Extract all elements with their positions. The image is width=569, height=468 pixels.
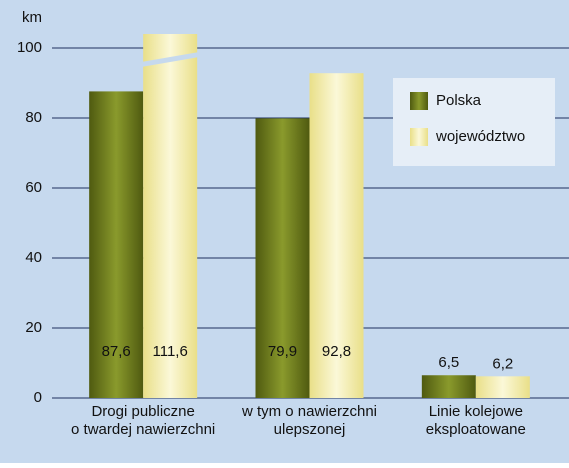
bar	[143, 34, 198, 398]
y-tick-label: 0	[34, 389, 42, 406]
y-tick-label: 100	[17, 39, 42, 56]
y-tick-label: 40	[25, 249, 42, 266]
bar	[475, 376, 530, 398]
y-tick-label: 80	[25, 109, 42, 126]
bar	[89, 91, 144, 398]
legend-label: Polska	[436, 92, 482, 109]
x-tick-label: Linie kolejowe eksploatowane	[426, 403, 526, 438]
y-tick-label: 60	[25, 179, 42, 196]
y-axis-label: km	[22, 9, 42, 26]
bar	[255, 118, 310, 398]
value-label: 79,9	[268, 343, 297, 360]
x-tick-label: Drogi publiczne o twardej nawierzchni	[71, 403, 215, 438]
x-tick-label: w tym o nawierzchni ulepszonej	[241, 403, 377, 438]
bar	[421, 375, 476, 398]
legend-swatch	[410, 92, 428, 110]
value-label: 87,6	[102, 343, 131, 360]
bar	[309, 73, 364, 398]
bars	[89, 34, 530, 398]
value-label: 6,2	[492, 355, 513, 372]
value-label: 6,5	[438, 354, 459, 371]
value-label: 92,8	[322, 343, 351, 360]
axis-break	[141, 52, 200, 67]
legend-swatch	[410, 128, 428, 146]
value-label: 111,6	[153, 343, 188, 360]
legend-label: województwo	[435, 128, 525, 145]
y-tick-label: 20	[25, 319, 42, 336]
